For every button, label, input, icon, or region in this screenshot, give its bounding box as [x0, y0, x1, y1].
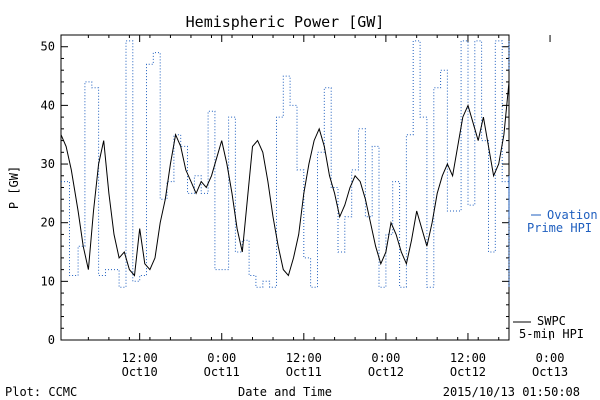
x-tick-time: 0:00: [207, 351, 236, 365]
x-tick-date: Oct12: [450, 365, 486, 379]
y-axis: 0 10 20 30 40 50: [41, 40, 509, 347]
y-tick-label: 10: [41, 274, 55, 288]
legend-label-swpc-2: 5-min HPI: [519, 327, 584, 341]
x-tick-time: 0:00: [371, 351, 400, 365]
plot-frame: [60, 34, 510, 341]
x-tick-time: 12:00: [450, 351, 486, 365]
x-axis: 12:00Oct100:00Oct1112:00Oct110:00Oct1212…: [87, 35, 568, 379]
legend: Ovation Prime HPI SWPC 5-min HPI: [513, 208, 598, 341]
x-tick-date: Oct13: [532, 365, 568, 379]
x-tick-date: Oct12: [368, 365, 404, 379]
series-line-ovation-prime: [61, 40, 510, 288]
y-tick-label: 50: [41, 40, 55, 54]
x-tick-time: 12:00: [286, 351, 322, 365]
y-tick-label: 0: [48, 333, 55, 347]
x-tick-date: Oct11: [204, 365, 240, 379]
x-tick-time: 0:00: [536, 351, 565, 365]
y-tick-label: 20: [41, 216, 55, 230]
chart-title: Hemispheric Power [GW]: [186, 13, 385, 31]
y-tick-label: 40: [41, 98, 55, 112]
x-axis-label: Date and Time: [238, 385, 332, 399]
y-axis-label: P [GW]: [7, 166, 21, 209]
plot-credit: Plot: CCMC: [5, 385, 77, 399]
legend-label-ovation-prime-2: Prime HPI: [527, 221, 592, 235]
legend-label-swpc-1: SWPC: [537, 314, 566, 328]
x-tick-date: Oct11: [286, 365, 322, 379]
series-line-swpc: [60, 70, 510, 277]
legend-label-ovation-prime-1: Ovation: [547, 208, 598, 222]
plot-timestamp: 2015/10/13 01:50:08: [443, 385, 580, 399]
x-tick-time: 12:00: [122, 351, 158, 365]
x-tick-date: Oct10: [122, 365, 158, 379]
y-tick-label: 30: [41, 157, 55, 171]
